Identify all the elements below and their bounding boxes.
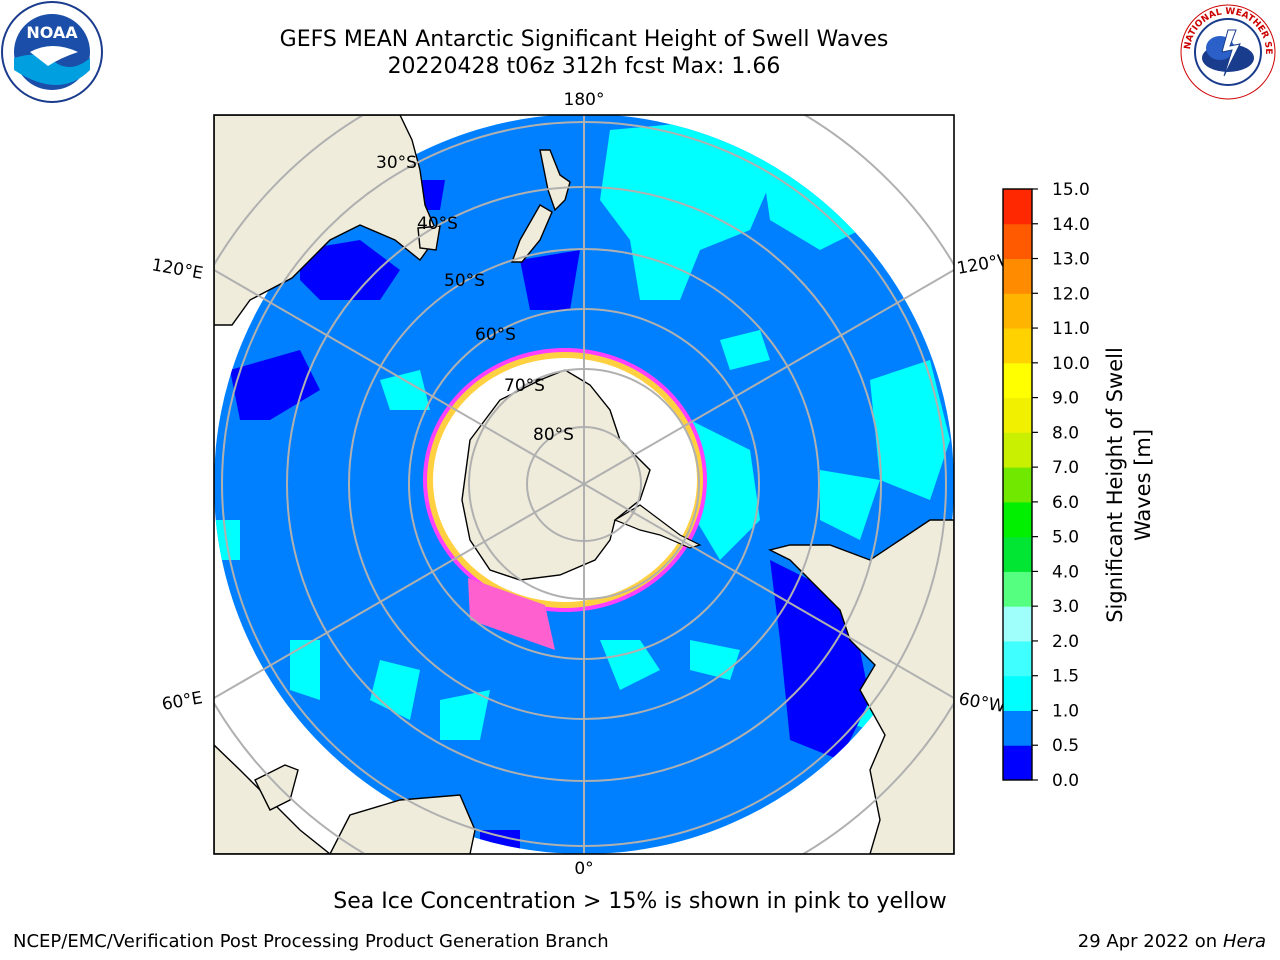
colorbar-tick-label: 15.0 — [1052, 180, 1090, 200]
colorbar-segment — [1003, 189, 1032, 225]
weddell-ice-tongue — [468, 578, 555, 650]
footer-date: 29 Apr 2022 on Hera — [1078, 931, 1266, 952]
madagascar — [254, 764, 299, 811]
lat-label-60s: 60°S — [475, 325, 516, 345]
australia — [214, 115, 439, 326]
africa-south — [329, 794, 476, 854]
new-zealand-south — [511, 204, 553, 263]
nws-logo: NATIONAL WEATHER SERVICE — [1178, 2, 1276, 100]
colorbar-segment — [1003, 432, 1032, 468]
colorbar-segment — [1003, 675, 1032, 711]
footer-credit: NCEP/EMC/Verification Post Processing Pr… — [13, 931, 609, 952]
colorbar-tick-label: 1.5 — [1052, 667, 1079, 687]
colorbar-segment — [1003, 536, 1032, 572]
lon-label-120e: 120°E — [150, 255, 204, 284]
colorbar-segment — [1003, 362, 1032, 399]
new-zealand-north — [539, 149, 571, 212]
colorbar-tick-label: 0.0 — [1052, 771, 1079, 791]
colorbar-tick-label: 2.0 — [1052, 632, 1079, 652]
colorbar: 0.0 0.5 1.0 1.5 2.0 3.0 4.0 5.0 6.0 7.0 8.0 9.0 10.0… — [1002, 180, 1155, 791]
colorbar-tick-label: 4.0 — [1052, 562, 1079, 582]
footer-date-text: 29 Apr 2022 on — [1077, 931, 1223, 952]
colorbar-segment — [1003, 258, 1032, 294]
land — [214, 115, 954, 854]
lon-label-0: 0° — [574, 859, 593, 879]
colorbar-tick-label: 3.0 — [1052, 597, 1079, 617]
map-frame — [213, 114, 955, 855]
colorbar-tick-label: 1.0 — [1052, 701, 1079, 721]
colorbar-tick-label: 8.0 — [1052, 423, 1079, 443]
colorbar-tick-label: 13.0 — [1052, 250, 1090, 270]
colorbar-label-line2: Waves [m] — [1131, 429, 1155, 541]
colorbar-tick-label: 11.0 — [1052, 319, 1090, 339]
colorbar-segment — [1003, 571, 1032, 607]
colorbar-segment — [1003, 501, 1032, 538]
colorbar-segment — [1003, 745, 1032, 781]
colorbar-segment — [1003, 640, 1032, 677]
lat-label-50s: 50°S — [444, 271, 485, 291]
lon-label-60w: 60°W — [957, 689, 1007, 717]
colorbar-tick-label: 10.0 — [1052, 354, 1090, 374]
sea-ice-caption: Sea Ice Concentration > 15% is shown in … — [333, 889, 947, 914]
latitude-labels: 30°S 40°S 50°S 60°S 70°S 80°S — [376, 153, 574, 445]
colorbar-tick-label: 9.0 — [1052, 389, 1079, 409]
colorbar-tick-label: 6.0 — [1052, 493, 1079, 513]
graticule — [214, 115, 954, 854]
africa — [214, 744, 332, 854]
noaa-logo-text: NOAA — [26, 23, 78, 42]
lat-label-30s: 30°S — [376, 153, 417, 173]
colorbar-tick-label: 12.0 — [1052, 284, 1090, 304]
lat-label-40s: 40°S — [417, 214, 458, 234]
colorbar-tick-label: 0.5 — [1052, 736, 1079, 756]
lat-label-70s: 70°S — [504, 376, 545, 396]
colorbar-segment — [1003, 467, 1032, 503]
noaa-logo: NOAA — [1, 1, 103, 103]
colorbar-tick-label: 7.0 — [1052, 458, 1079, 478]
tasmania — [417, 225, 441, 251]
lat-label-80s: 80°S — [533, 425, 574, 445]
lon-label-60e: 60°E — [160, 688, 204, 715]
colorbar-segment — [1003, 223, 1032, 260]
chart-subtitle: 20220428 t06z 312h fcst Max: 1.66 — [387, 54, 781, 79]
colorbar-segment — [1003, 328, 1032, 364]
lon-label-180: 180° — [564, 90, 605, 110]
chart-title: GEFS MEAN Antarctic Significant Height o… — [279, 27, 889, 52]
footer-machine: Hera — [1222, 931, 1266, 952]
colorbar-segment — [1003, 606, 1032, 642]
south-america — [767, 519, 954, 854]
colorbar-label-line1: Significant Height of Swell — [1103, 347, 1127, 623]
swell-1-1.5m-patches — [215, 120, 950, 740]
colorbar-tick-label: 5.0 — [1052, 528, 1079, 548]
colorbar-segment — [1003, 397, 1032, 433]
colorbar-segment — [1003, 710, 1032, 746]
colorbar-tick-label: 14.0 — [1052, 215, 1090, 235]
colorbar-segment — [1003, 293, 1032, 329]
